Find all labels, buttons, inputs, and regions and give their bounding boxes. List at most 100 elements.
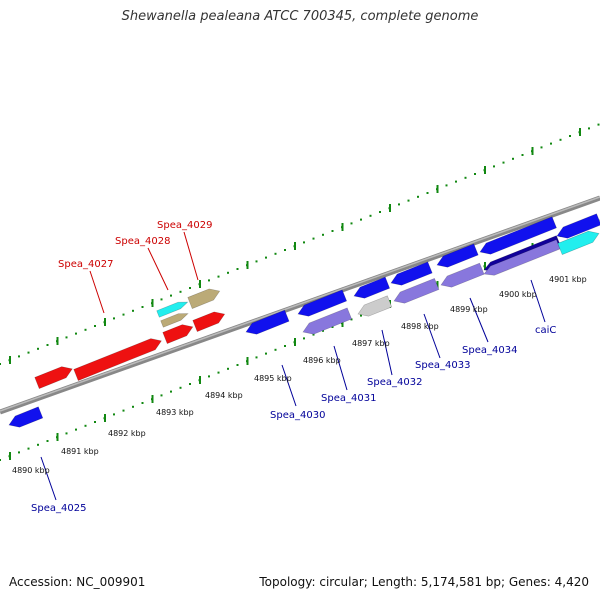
kbp-tick-label: 4890 kbp [12,466,50,475]
gene-arrow-cyan-end[interactable] [557,228,600,255]
gene-arrow-caic[interactable] [478,216,557,258]
minor-tick [208,279,210,282]
gene-arrow-spea-4030[interactable] [244,309,290,337]
leader-line [333,345,348,391]
gene-arrow-spea-4034[interactable] [435,243,479,271]
gene-label-spea-4031[interactable]: Spea_4031 [321,393,376,404]
kbp-tick-label: 4900 kbp [499,290,537,299]
gene-arrow-khaki[interactable] [187,286,222,309]
minor-tick [426,192,429,194]
minor-tick [37,347,39,350]
minor-tick [18,355,20,358]
gene-arrow-spea-4032-b[interactable] [356,295,393,320]
minor-tick [189,383,191,385]
minor-tick [0,363,1,365]
leader-line [183,231,199,281]
kbp-tick-label: 4894 kbp [205,391,243,400]
minor-tick [559,138,562,141]
gene-arrow-cyan[interactable] [156,299,189,318]
minor-tick [398,203,400,206]
minor-tick [75,428,77,431]
leader-line [423,313,441,359]
minor-tick [265,352,267,355]
leader-line [147,247,169,291]
kbp-tick-label: 4898 kbp [401,322,439,331]
minor-tick [331,230,334,232]
gene-label-spea-4028[interactable]: Spea_4028 [115,236,170,247]
gene-arrow-caic-light[interactable] [482,239,561,279]
minor-tick [18,451,20,454]
kbp-tick-label: 4896 kbp [303,356,341,365]
leader-line [469,297,489,343]
minor-tick [407,199,410,202]
gene-label-caic[interactable]: caiC [535,325,556,336]
minor-tick [360,314,362,317]
minor-tick [274,252,277,255]
minor-tick [512,157,514,160]
minor-tick [0,459,1,461]
gene-arrow-spea-4025[interactable] [7,406,44,431]
minor-tick [284,345,286,347]
leader-line [530,279,546,323]
gene-arrow-forward[interactable] [34,363,75,389]
minor-tick [122,313,125,316]
gene-arrow-spea-4031-b[interactable] [301,307,353,338]
genome-backbone [0,195,600,415]
gene-arrow-spea-4027[interactable] [73,335,164,381]
minor-tick [303,241,305,244]
minor-tick [141,402,144,404]
gene-features[interactable] [7,213,600,431]
gene-label-spea-4025[interactable]: Spea_4025 [31,503,86,514]
leader-line [281,364,297,407]
kbp-tick-label: 4895 kbp [254,374,292,383]
minor-tick [217,371,220,374]
gene-label-spea-4034[interactable]: Spea_4034 [462,345,517,356]
minor-tick [521,154,524,156]
minor-tick [94,421,96,423]
gene-arrow-spea-4033-b[interactable] [392,277,440,306]
minor-tick [322,233,324,236]
minor-tick [569,135,571,137]
minor-tick [540,146,543,149]
label-leaders [40,231,546,501]
gene-arrow-spea-4033[interactable] [389,261,433,289]
minor-tick [550,142,552,145]
minor-tick [65,432,68,435]
minor-tick [132,405,134,408]
gene-label-spea-4027[interactable]: Spea_4027 [58,259,113,270]
minor-tick [208,375,210,378]
minor-tick [464,176,467,179]
minor-tick [502,161,505,164]
minor-tick [227,367,229,370]
leader-line [89,270,105,314]
gene-label-spea-4029[interactable]: Spea_4029 [157,220,212,231]
minor-tick [331,326,334,328]
gene-arrow-spea-4031[interactable] [296,289,348,320]
gene-label-spea-4033[interactable]: Spea_4033 [415,360,470,371]
gene-labels[interactable]: Spea_4027 Spea_4028 Spea_4029 Spea_4025 Spea… [31,220,556,514]
minor-tick [46,344,49,346]
map-title: Shewanella pealeana ATCC 700345, complet… [121,9,479,24]
minor-tick [588,127,590,130]
gene-label-spea-4030[interactable]: Spea_4030 [270,410,325,421]
minor-tick [236,364,239,366]
upper-tick-track [0,123,600,365]
gene-arrow-end[interactable] [555,213,600,242]
kbp-tick-labels: 4890 kbp 4891 kbp 4892 kbp 4893 kbp 4894 kbp… [12,275,587,475]
gene-arrow-spea-4032[interactable] [352,276,391,302]
minor-tick [170,390,172,393]
minor-tick [122,409,125,412]
gene-arrow-spea-4029[interactable] [192,309,227,332]
gene-arrow-spea-4034-b[interactable] [439,262,485,290]
accession-label: Accession: NC_009901 [9,575,146,589]
minor-tick [265,256,267,259]
gene-arrow-khaki-small[interactable] [160,310,190,328]
kbp-tick-label: 4892 kbp [108,429,146,438]
genome-summary: Topology: circular; Length: 5,174,581 bp… [259,575,589,589]
minor-tick [189,287,191,289]
minor-tick [84,328,87,331]
minor-tick [455,180,457,183]
gene-label-spea-4032[interactable]: Spea_4032 [367,377,422,388]
gene-arrow-spea-4028[interactable] [162,321,195,344]
